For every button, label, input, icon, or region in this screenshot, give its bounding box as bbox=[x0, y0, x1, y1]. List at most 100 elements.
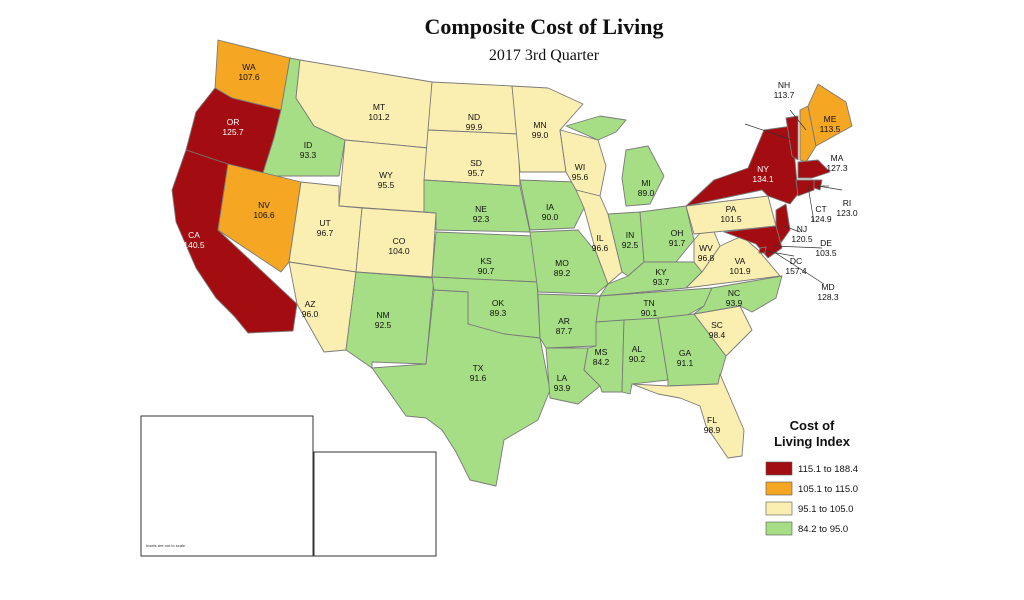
state-abbr-ca: CA bbox=[188, 230, 200, 240]
state-tn bbox=[595, 287, 713, 323]
state-value-wi: 95.6 bbox=[572, 172, 589, 182]
state-value-ne: 92.3 bbox=[473, 214, 490, 224]
leader-line bbox=[764, 250, 795, 257]
state-value-md: 128.3 bbox=[817, 292, 839, 302]
state-abbr-ga: GA bbox=[679, 348, 692, 358]
state-value-de: 103.5 bbox=[815, 248, 837, 258]
state-abbr-wi: WI bbox=[575, 162, 585, 172]
state-value-ca: 140.5 bbox=[183, 240, 205, 250]
state-abbr-mi: MI bbox=[641, 178, 650, 188]
hawaii-inset bbox=[313, 451, 437, 557]
state-value-in: 92.5 bbox=[622, 240, 639, 250]
state-ar bbox=[537, 293, 601, 349]
state-abbr-mn: MN bbox=[533, 120, 546, 130]
state-value-vt: 120.2 bbox=[733, 104, 755, 114]
state-abbr-tx: TX bbox=[473, 363, 484, 373]
state-value-mi: 89.0 bbox=[638, 188, 655, 198]
state-value-ga: 91.1 bbox=[677, 358, 694, 368]
leader-line bbox=[807, 185, 815, 223]
state-ct bbox=[795, 179, 815, 197]
state-value-ri: 123.0 bbox=[836, 208, 858, 218]
state-abbr-mo: MO bbox=[555, 258, 569, 268]
legend-swatch bbox=[765, 501, 793, 516]
state-value-nj: 120.5 bbox=[791, 234, 813, 244]
state-value-or: 125.7 bbox=[222, 127, 244, 137]
state-vt bbox=[785, 115, 799, 161]
state-ne bbox=[423, 179, 531, 233]
state-value-wv: 96.8 bbox=[698, 253, 715, 263]
state-abbr-md: MD bbox=[821, 282, 834, 292]
state-abbr-ok: OK bbox=[492, 298, 505, 308]
state-abbr-il: IL bbox=[596, 233, 603, 243]
state-abbr-ut: UT bbox=[319, 218, 330, 228]
state-abbr-de: DE bbox=[820, 238, 832, 248]
state-nh bbox=[799, 105, 817, 163]
state-value-il: 96.6 bbox=[592, 243, 609, 253]
state-fl bbox=[631, 373, 745, 459]
legend-label: 84.2 to 95.0 bbox=[798, 524, 848, 535]
legend-swatch bbox=[765, 481, 793, 496]
leader-lines bbox=[744, 109, 843, 285]
state-value-sd: 95.7 bbox=[468, 168, 485, 178]
map-subtitle: 2017 3rd Quarter bbox=[489, 47, 600, 64]
state-abbr-wv: WV bbox=[699, 243, 713, 253]
legend-label: 95.1 to 105.0 bbox=[798, 504, 853, 515]
state-abbr-va: VA bbox=[735, 256, 746, 266]
state-abbr-ms: MS bbox=[595, 347, 608, 357]
state-nj bbox=[775, 203, 791, 245]
state-abbr-nv: NV bbox=[258, 200, 270, 210]
state-value-nc: 93.9 bbox=[726, 298, 743, 308]
legend-label: 105.1 to 115.0 bbox=[798, 484, 858, 495]
map-title: Composite Cost of Living bbox=[425, 14, 664, 39]
state-abbr-nc: NC bbox=[728, 288, 740, 298]
state-value-ky: 93.7 bbox=[653, 277, 670, 287]
state-abbr-vt: VT bbox=[739, 94, 750, 104]
state-ri bbox=[813, 179, 823, 191]
legend-label: 115.1 to 188.4 bbox=[798, 464, 858, 475]
inset-note: Insets are not to scale bbox=[146, 543, 186, 548]
state-value-wy: 95.5 bbox=[378, 180, 395, 190]
state-abbr-ia: IA bbox=[546, 202, 554, 212]
state-abbr-nj: NJ bbox=[797, 224, 807, 234]
state-value-tx: 91.6 bbox=[470, 373, 487, 383]
state-abbr-ma: MA bbox=[831, 153, 844, 163]
state-value-ut: 96.7 bbox=[317, 228, 334, 238]
legend-swatch bbox=[765, 461, 793, 476]
state-abbr-nh: NH bbox=[778, 80, 790, 90]
state-abbr-mt: MT bbox=[373, 102, 385, 112]
state-abbr-nm: NM bbox=[376, 310, 389, 320]
state-abbr-tn: TN bbox=[643, 298, 654, 308]
state-value-ct: 124.9 bbox=[810, 214, 832, 224]
state-ia bbox=[519, 179, 585, 231]
state-abbr-wa: WA bbox=[242, 62, 256, 72]
state-value-fl: 98.9 bbox=[704, 425, 721, 435]
state-value-ks: 90.7 bbox=[478, 266, 495, 276]
state-value-pa: 101.5 bbox=[720, 214, 742, 224]
state-abbr-ri: RI bbox=[843, 198, 852, 208]
state-dc bbox=[758, 246, 767, 254]
state-nc bbox=[693, 275, 783, 315]
state-abbr-az: AZ bbox=[305, 299, 316, 309]
state-value-nv: 106.6 bbox=[253, 210, 275, 220]
state-abbr-or: OR bbox=[227, 117, 240, 127]
legend-swatch bbox=[765, 521, 793, 536]
state-abbr-fl: FL bbox=[707, 415, 717, 425]
state-abbr-al: AL bbox=[632, 344, 643, 354]
leader-line bbox=[783, 225, 801, 233]
state-tx bbox=[371, 289, 551, 487]
state-abbr-ny: NY bbox=[757, 164, 769, 174]
state-value-tn: 90.1 bbox=[641, 308, 658, 318]
state-value-nm: 92.5 bbox=[375, 320, 392, 330]
state-abbr-nd: ND bbox=[468, 112, 480, 122]
leader-line bbox=[817, 185, 843, 191]
state-abbr-id: ID bbox=[304, 140, 313, 150]
state-abbr-ne: NE bbox=[475, 204, 487, 214]
state-labels: WA107.6OR125.7CA140.5ID93.3NV106.6MT101.… bbox=[183, 62, 858, 514]
state-value-ok: 89.3 bbox=[490, 308, 507, 318]
state-value-me: 113.5 bbox=[820, 124, 841, 134]
state-abbr-pa: PA bbox=[726, 204, 737, 214]
state-value-nd: 99.9 bbox=[466, 122, 483, 132]
state-abbr-in: IN bbox=[626, 230, 635, 240]
state-value-oh: 91.7 bbox=[669, 238, 686, 248]
